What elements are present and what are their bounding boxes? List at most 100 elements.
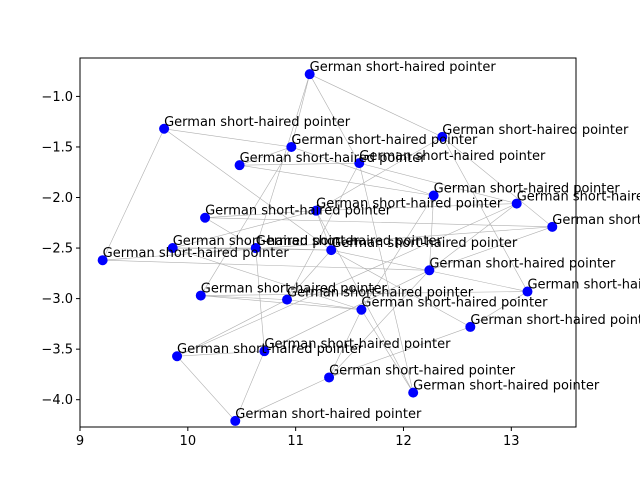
- edge-line: [331, 249, 471, 328]
- point-label: German short-haired pointer: [329, 363, 516, 378]
- edge-line: [102, 226, 553, 261]
- point-label: German short-haired pointer: [331, 236, 518, 251]
- points-layer: [97, 69, 558, 426]
- point-label: German short-haired pointer: [470, 313, 640, 328]
- edge-line: [204, 217, 256, 249]
- y-tick-label: −1.0: [41, 90, 73, 105]
- point-label: German short-haired pointer: [291, 133, 478, 148]
- edge-line: [200, 295, 288, 300]
- edge-line: [358, 163, 414, 393]
- edge-line: [177, 350, 265, 357]
- point-label: German short-haired pointer: [256, 234, 443, 249]
- edge-line: [176, 356, 236, 422]
- edge-line: [291, 146, 434, 196]
- data-point: [234, 160, 245, 171]
- point-label: German short-haired pointer: [359, 149, 546, 164]
- edge-line: [361, 195, 434, 310]
- edge-line: [429, 195, 434, 271]
- edge-line: [172, 210, 317, 249]
- point-label: German short-haired pointer: [434, 181, 621, 196]
- edge-line: [255, 248, 265, 352]
- data-point: [424, 265, 435, 276]
- point-label: German short-haired pointer: [361, 296, 548, 311]
- data-point: [282, 294, 293, 305]
- data-point: [230, 415, 241, 426]
- data-point: [428, 190, 439, 201]
- edge-line: [102, 128, 165, 261]
- y-axis-ticks: −1.0 −1.5 −2.0 −2.5 −3.0 −3.5 −4.0: [41, 90, 80, 408]
- edge-line: [239, 164, 434, 196]
- edge-line: [470, 291, 528, 328]
- edge-line: [359, 162, 517, 204]
- y-tick-label: −1.5: [41, 140, 73, 155]
- edge-line: [286, 162, 360, 300]
- edge-line: [235, 377, 330, 422]
- data-point: [304, 69, 315, 80]
- data-point: [465, 321, 476, 332]
- data-point: [286, 141, 297, 152]
- edge-line: [164, 128, 292, 148]
- edge-line: [328, 309, 362, 378]
- edge-line: [309, 73, 443, 138]
- point-label: German short-haired pointer: [173, 234, 360, 249]
- point-label: German short-haired pointer: [442, 123, 629, 138]
- point-label: German short-haired pointer: [164, 115, 351, 130]
- point-label: German short-haired pointer: [413, 379, 600, 394]
- data-point: [522, 286, 533, 297]
- edge-line: [316, 203, 517, 211]
- edge-line: [442, 136, 528, 292]
- x-tick-label: 10: [180, 434, 197, 449]
- data-point: [324, 372, 335, 383]
- point-label: German short-haired pointer: [429, 256, 616, 271]
- edge-line: [328, 270, 430, 378]
- edge-line: [286, 299, 362, 311]
- edge-line: [163, 128, 332, 251]
- edge-line: [361, 309, 414, 393]
- edge-line: [205, 217, 553, 228]
- edge-line: [264, 270, 430, 352]
- data-point: [172, 351, 183, 362]
- edge-line: [442, 136, 553, 228]
- edge-line: [429, 226, 553, 271]
- data-point: [356, 304, 367, 315]
- point-label: German short-haired pointer: [527, 278, 640, 293]
- point-label: German short-haired pointer: [316, 197, 503, 212]
- edge-line: [429, 203, 517, 271]
- x-axis-ticks: 9 10 11 12 13: [76, 427, 520, 449]
- data-point: [547, 221, 558, 232]
- data-point: [437, 131, 448, 142]
- data-point: [195, 290, 206, 301]
- point-label: German short-haired pointer: [517, 190, 640, 205]
- edge-line: [176, 203, 517, 357]
- x-tick-label: 13: [503, 434, 520, 449]
- point-label: German short-haired pointer: [205, 204, 392, 219]
- data-point: [159, 123, 170, 134]
- point-label: German short-haired pointer: [177, 342, 364, 357]
- y-tick-label: −4.0: [41, 393, 73, 408]
- point-label: German short-haired pointer: [201, 282, 388, 297]
- x-tick-label: 9: [76, 434, 84, 449]
- point-label: German short-haired pointer: [310, 60, 497, 75]
- y-tick-label: −2.5: [41, 242, 73, 257]
- edge-line: [286, 249, 332, 300]
- edge-line: [234, 351, 265, 422]
- edges-layer: [102, 73, 553, 422]
- data-point: [200, 212, 211, 223]
- edge-line: [172, 247, 362, 311]
- data-point: [167, 243, 178, 254]
- data-point: [511, 198, 522, 209]
- edge-line: [315, 136, 443, 211]
- edge-line: [328, 326, 471, 378]
- x-tick-label: 11: [287, 434, 304, 449]
- x-tick-label: 12: [395, 434, 412, 449]
- edge-line: [200, 291, 528, 296]
- plot-frame: [79, 57, 577, 428]
- y-tick-label: −3.5: [41, 343, 73, 358]
- edge-line: [239, 162, 360, 166]
- edge-line: [239, 146, 292, 166]
- data-point: [97, 255, 108, 266]
- data-point: [250, 243, 261, 254]
- edge-line: [315, 210, 414, 393]
